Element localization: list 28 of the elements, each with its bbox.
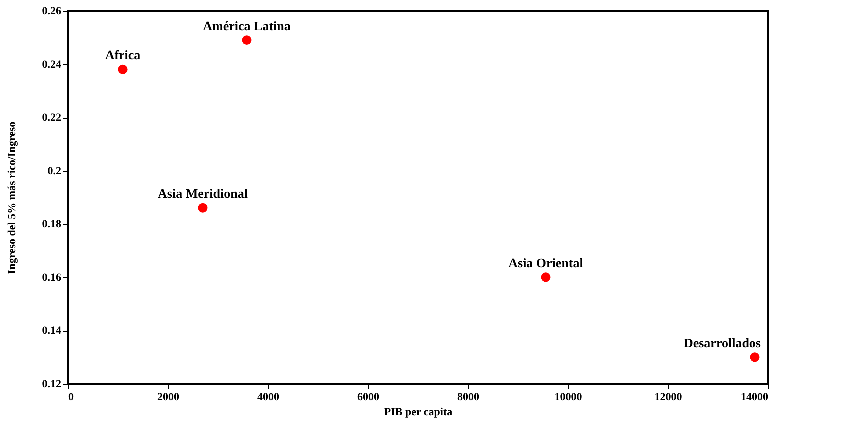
x-axis-title: PIB per capita: [384, 406, 454, 418]
annotation: Desarrollados: [684, 335, 761, 350]
x-tick-label: 12000: [654, 392, 683, 404]
point: [198, 203, 208, 213]
annotation: Africa: [105, 48, 142, 63]
x-tick-label: 14000: [741, 392, 769, 404]
point: [750, 352, 760, 362]
y-tick-label: 0.2: [48, 165, 62, 178]
y-tick-label: 0.12: [42, 378, 62, 390]
x-tick-label: 2000: [158, 392, 180, 404]
x-tick-label: 0: [68, 392, 74, 404]
annotation: América Latina: [203, 18, 292, 34]
y-tick-label: 0.14: [42, 325, 62, 338]
y-tick-label: 0.26: [42, 6, 62, 18]
y-tick-label: 0.18: [42, 218, 62, 231]
y-tick-label: 0.22: [42, 112, 62, 124]
y-axis-title: Ingreso del 5% más rico/Ingreso: [6, 121, 18, 274]
x-tick-label: 10000: [554, 392, 583, 404]
point: [118, 64, 128, 74]
y-tick-label: 0.24: [42, 58, 62, 71]
y-tick-label: 0.16: [42, 272, 62, 284]
x-tick-label: 4000: [258, 392, 280, 404]
annotation: Asia Meridional: [158, 186, 248, 202]
x-tick-label: 6000: [358, 392, 380, 404]
x-tick-label: 8000: [458, 392, 480, 404]
point: [541, 272, 551, 282]
annotation: Asia Oriental: [508, 255, 584, 270]
point: [242, 36, 252, 46]
